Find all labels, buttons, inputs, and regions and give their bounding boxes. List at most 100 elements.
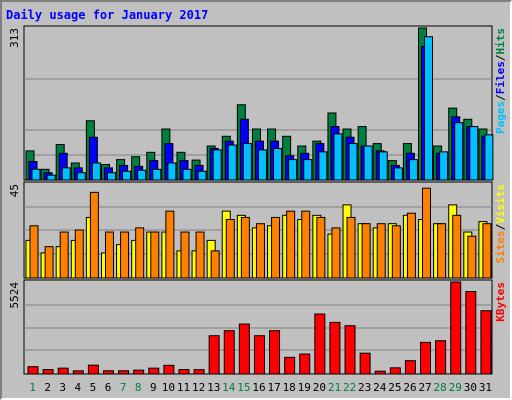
hits-panel-legend-entry: Files (494, 61, 507, 94)
visits-panel-bar-sites (44, 246, 54, 279)
visits-panel-bar-sites (437, 223, 447, 279)
hits-panel-bar-pages (152, 168, 162, 181)
hits-panel-bar-pages (76, 172, 86, 181)
visits-panel-bar-sites (286, 210, 296, 279)
x-tick-label: 15 (237, 381, 250, 394)
hits-panel-bar-pages (227, 144, 237, 181)
kbytes-panel-bar-kbytes (208, 335, 220, 375)
hits-panel-bar-pages (31, 168, 41, 181)
visits-panel-bar-sites (29, 225, 39, 279)
visits-panel-bar-sites (422, 187, 432, 279)
x-tick-label: 17 (267, 381, 280, 394)
hits-panel-bar-pages (378, 151, 388, 181)
hits-panel-bar-pages (122, 170, 132, 181)
visits-panel-bar-sites (301, 210, 311, 279)
hits-panel-bar-pages (91, 162, 101, 181)
visits-panel-bar-sites (165, 210, 175, 279)
kbytes-panel-bar-kbytes (389, 367, 401, 375)
hits-panel-bar-pages (61, 167, 71, 181)
x-tick-label: 30 (464, 381, 477, 394)
kbytes-panel-bar-kbytes (420, 341, 432, 375)
visits-panel-bar-sites (225, 219, 235, 279)
kbytes-panel-bar-kbytes (253, 335, 265, 375)
kbytes-panel-legend: KBytes (494, 282, 507, 322)
kbytes-panel-bar-kbytes (314, 313, 326, 375)
kbytes-panel-bar-kbytes (404, 360, 416, 375)
hits-panel-bar-pages (106, 172, 116, 181)
x-tick-label: 7 (120, 381, 127, 394)
x-tick-label: 29 (449, 381, 462, 394)
kbytes-panel-bar-kbytes (163, 364, 175, 375)
hits-panel-bar-pages (439, 151, 449, 181)
x-tick-label: 18 (283, 381, 296, 394)
x-tick-label: 24 (373, 381, 387, 394)
x-tick-label: 31 (479, 381, 492, 394)
hits-panel-bar-pages (182, 168, 192, 181)
x-tick-label: 20 (313, 381, 326, 394)
x-tick-label: 12 (192, 381, 205, 394)
visits-panel-bar-sites (255, 223, 265, 279)
kbytes-panel-bar-kbytes (238, 323, 250, 375)
kbytes-panel-bar-kbytes (72, 370, 84, 375)
hits-panel-bar-pages (46, 174, 56, 181)
hits-panel-bar-pages (424, 36, 434, 181)
kbytes-panel-bar-kbytes (87, 364, 99, 375)
kbytes-panel-bar-kbytes (178, 369, 190, 375)
hits-panel-bar-pages (212, 149, 222, 181)
x-tick-label: 23 (358, 381, 371, 394)
visits-panel-bar-sites (376, 223, 386, 279)
hits-panel-legend: Pages/Files/Hits (494, 28, 507, 134)
hits-panel-bar-pages (273, 147, 283, 181)
visits-panel-bar-sites (195, 231, 205, 279)
kbytes-panel-bar-kbytes (193, 369, 205, 375)
visits-panel-bar-sites (346, 216, 356, 279)
kbytes-panel-legend-entry: KBytes (494, 282, 507, 322)
kbytes-panel-bar-kbytes (148, 367, 160, 375)
hits-panel-ymax-label: 313 (8, 28, 21, 48)
hits-panel-bar-pages (288, 159, 298, 181)
kbytes-panel-bar-kbytes (329, 321, 341, 375)
kbytes-panel-bar-kbytes (57, 367, 69, 375)
visits-panel-bar-sites (180, 231, 190, 279)
visits-panel-bar-sites (482, 223, 492, 279)
x-tick-label: 3 (59, 381, 66, 394)
x-tick-label: 9 (150, 381, 157, 394)
x-tick-label: 4 (75, 381, 82, 394)
kbytes-panel-bar-kbytes (269, 330, 281, 375)
kbytes-panel-bar-kbytes (465, 291, 477, 375)
x-tick-label: 2 (44, 381, 51, 394)
hits-panel-bar-pages (167, 162, 177, 181)
x-tick-label: 13 (207, 381, 220, 394)
hits-panel-bar-pages (363, 145, 373, 181)
visits-panel-bar-sites (452, 214, 462, 279)
kbytes-panel-ymax-label: 5524 (8, 282, 21, 309)
visits-panel-bar-sites (467, 235, 477, 279)
hits-panel-bar-pages (454, 122, 464, 181)
visits-panel-bar-sites (89, 191, 99, 279)
kbytes-panel-bar-kbytes (344, 325, 356, 375)
hits-panel-bar-pages (303, 159, 313, 181)
x-tick-label: 14 (222, 381, 236, 394)
x-tick-label: 26 (403, 381, 416, 394)
hits-panel-legend-entry: / (494, 94, 507, 101)
kbytes-panel-bar-kbytes (133, 369, 145, 375)
kbytes-panel-bar-kbytes (284, 356, 296, 375)
visits-panel-legend-entry: / (494, 223, 507, 230)
x-tick-label: 10 (162, 381, 175, 394)
x-tick-label: 22 (343, 381, 356, 394)
hits-panel-bar-pages (484, 134, 494, 181)
hits-panel-legend-entry: / (494, 54, 507, 61)
hits-panel-bar-pages (318, 151, 328, 181)
visits-panel-bar-sites (135, 227, 145, 279)
x-tick-label: 5 (90, 381, 97, 394)
kbytes-panel-bar-kbytes (299, 353, 311, 375)
x-tick-label: 8 (135, 381, 142, 394)
x-tick-label: 11 (177, 381, 190, 394)
x-tick-label: 28 (434, 381, 447, 394)
kbytes-panel-bar-kbytes (102, 370, 114, 375)
hits-panel-bar-pages (257, 149, 267, 181)
visits-panel-bar-sites (240, 216, 250, 279)
hits-panel-bar-pages (408, 159, 418, 181)
kbytes-panel-bar-kbytes (118, 370, 130, 375)
